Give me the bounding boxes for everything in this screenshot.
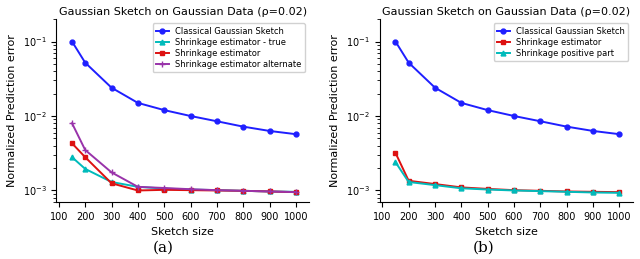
Line: Classical Gaussian Sketch: Classical Gaussian Sketch xyxy=(70,39,298,136)
Shrinkage estimator alternate xyxy=(81,148,89,152)
Classical Gaussian Sketch xyxy=(616,133,623,136)
Classical Gaussian Sketch xyxy=(458,101,465,104)
Classical Gaussian Sketch xyxy=(589,130,597,133)
Classical Gaussian Sketch xyxy=(68,40,76,43)
Shrinkage positive part xyxy=(431,184,439,187)
Shrinkage positive part xyxy=(616,191,623,195)
Shrinkage estimator xyxy=(563,190,570,193)
Legend: Classical Gaussian Sketch, Shrinkage estimator - true, Shrinkage estimator, Shri: Classical Gaussian Sketch, Shrinkage est… xyxy=(153,23,305,72)
Shrinkage estimator - true xyxy=(187,188,195,191)
Shrinkage estimator xyxy=(239,189,247,192)
Shrinkage estimator xyxy=(161,188,168,191)
Shrinkage estimator alternate xyxy=(213,189,221,192)
Shrinkage estimator alternate xyxy=(68,122,76,125)
Shrinkage estimator xyxy=(510,189,518,192)
Shrinkage estimator alternate xyxy=(266,190,273,193)
Shrinkage estimator xyxy=(292,191,300,194)
Classical Gaussian Sketch xyxy=(81,61,89,64)
Shrinkage estimator alternate xyxy=(108,171,115,174)
Text: (a): (a) xyxy=(153,240,173,254)
Shrinkage positive part xyxy=(563,190,570,193)
Line: Shrinkage positive part: Shrinkage positive part xyxy=(393,160,622,195)
Shrinkage positive part xyxy=(405,181,413,184)
Line: Shrinkage estimator: Shrinkage estimator xyxy=(393,150,622,195)
Shrinkage positive part xyxy=(484,188,492,191)
Shrinkage estimator alternate xyxy=(292,191,300,194)
Shrinkage estimator alternate xyxy=(134,185,141,188)
Classical Gaussian Sketch xyxy=(392,40,399,43)
Shrinkage estimator xyxy=(484,187,492,190)
Shrinkage positive part xyxy=(458,187,465,190)
Line: Classical Gaussian Sketch: Classical Gaussian Sketch xyxy=(393,39,622,136)
Classical Gaussian Sketch xyxy=(134,101,141,104)
Classical Gaussian Sketch xyxy=(292,133,300,136)
Shrinkage estimator alternate xyxy=(161,186,168,190)
Shrinkage estimator - true xyxy=(213,189,221,192)
Shrinkage estimator xyxy=(108,182,115,185)
Y-axis label: Normalized Prediction error: Normalized Prediction error xyxy=(7,34,17,187)
Line: Shrinkage estimator: Shrinkage estimator xyxy=(70,141,298,195)
Shrinkage estimator xyxy=(266,190,273,193)
X-axis label: Sketch size: Sketch size xyxy=(475,227,538,237)
Shrinkage estimator - true xyxy=(266,190,273,193)
Shrinkage estimator - true xyxy=(292,190,300,193)
Shrinkage positive part xyxy=(392,161,399,164)
Shrinkage estimator xyxy=(431,183,439,186)
Line: Shrinkage estimator alternate: Shrinkage estimator alternate xyxy=(68,120,300,196)
Shrinkage positive part xyxy=(589,191,597,194)
Shrinkage estimator xyxy=(405,179,413,182)
Classical Gaussian Sketch xyxy=(161,109,168,112)
Shrinkage estimator - true xyxy=(161,187,168,190)
Shrinkage estimator xyxy=(134,189,141,192)
Shrinkage estimator xyxy=(392,151,399,154)
Shrinkage estimator alternate xyxy=(187,188,195,191)
Title: Gaussian Sketch on Gaussian Data (ρ=0.02): Gaussian Sketch on Gaussian Data (ρ=0.02… xyxy=(382,7,630,17)
Classical Gaussian Sketch xyxy=(510,114,518,118)
Title: Gaussian Sketch on Gaussian Data (ρ=0.02): Gaussian Sketch on Gaussian Data (ρ=0.02… xyxy=(59,7,307,17)
Classical Gaussian Sketch xyxy=(484,109,492,112)
Shrinkage estimator - true xyxy=(68,156,76,159)
Shrinkage estimator alternate xyxy=(239,189,247,192)
Shrinkage estimator xyxy=(187,189,195,192)
Shrinkage positive part xyxy=(536,190,544,193)
Classical Gaussian Sketch xyxy=(405,61,413,64)
Classical Gaussian Sketch xyxy=(187,114,195,118)
Line: Shrinkage estimator - true: Shrinkage estimator - true xyxy=(70,155,298,194)
Classical Gaussian Sketch xyxy=(266,130,273,133)
Shrinkage estimator xyxy=(616,191,623,194)
Shrinkage estimator - true xyxy=(108,181,115,184)
Y-axis label: Normalized Prediction error: Normalized Prediction error xyxy=(330,34,340,187)
Classical Gaussian Sketch xyxy=(108,86,115,89)
Shrinkage estimator xyxy=(81,156,89,159)
Shrinkage estimator - true xyxy=(81,167,89,170)
Shrinkage estimator xyxy=(589,190,597,193)
Classical Gaussian Sketch xyxy=(213,120,221,123)
Legend: Classical Gaussian Sketch, Shrinkage estimator, Shrinkage positive part: Classical Gaussian Sketch, Shrinkage est… xyxy=(493,23,628,61)
Classical Gaussian Sketch xyxy=(563,125,570,128)
Shrinkage estimator xyxy=(536,189,544,192)
Shrinkage estimator - true xyxy=(239,189,247,192)
Shrinkage estimator xyxy=(68,142,76,145)
X-axis label: Sketch size: Sketch size xyxy=(151,227,214,237)
Shrinkage estimator xyxy=(213,189,221,192)
Shrinkage estimator xyxy=(458,186,465,189)
Shrinkage estimator - true xyxy=(134,185,141,188)
Shrinkage positive part xyxy=(510,189,518,192)
Classical Gaussian Sketch xyxy=(431,86,439,89)
Classical Gaussian Sketch xyxy=(536,120,544,123)
Text: (b): (b) xyxy=(472,240,494,254)
Classical Gaussian Sketch xyxy=(239,125,247,128)
